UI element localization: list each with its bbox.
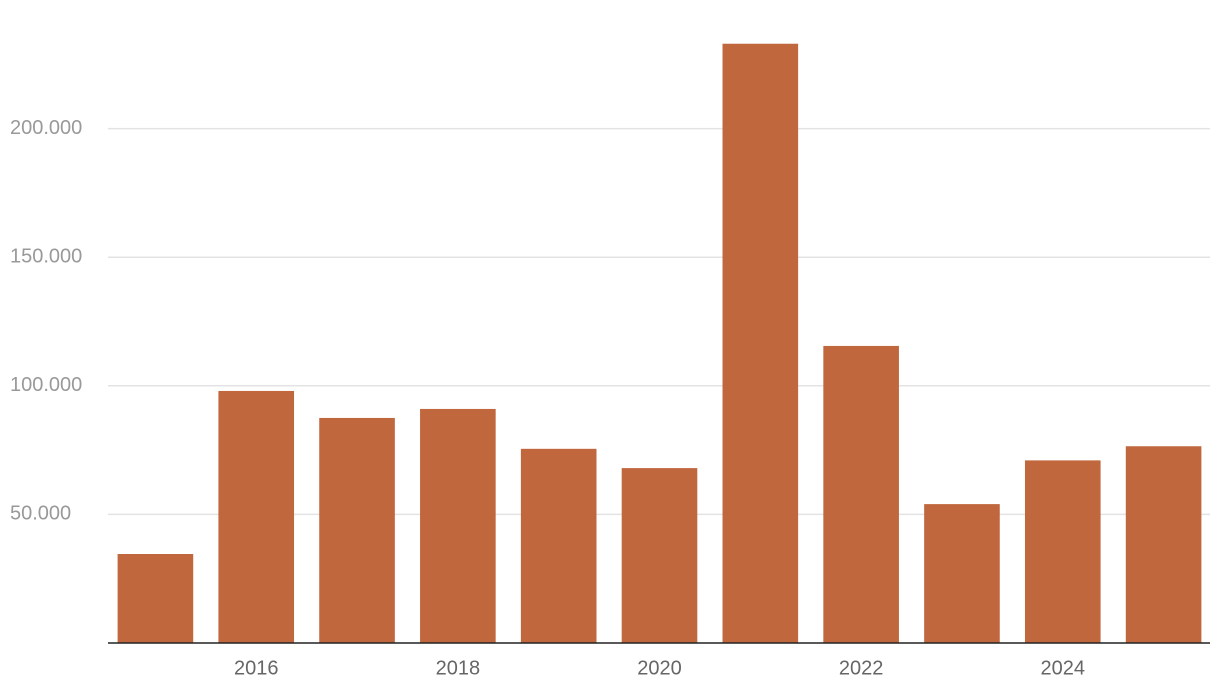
bar [621, 468, 698, 643]
bar [117, 554, 194, 643]
bar [520, 448, 597, 643]
bar [823, 345, 899, 643]
bar [319, 417, 395, 643]
x-tick-label: 2020 [637, 657, 682, 679]
x-tick-label: 2016 [234, 657, 279, 679]
x-tick-label: 2022 [839, 657, 884, 679]
bar [1024, 460, 1101, 643]
y-tick-label: 200.000 [10, 117, 82, 139]
y-tick-label: 100.000 [10, 374, 82, 396]
bar [722, 43, 799, 643]
y-tick-label: 50.000 [10, 503, 71, 525]
x-tick-label: 2018 [436, 657, 481, 679]
x-tick-label: 2024 [1041, 657, 1086, 679]
y-tick-label: 150.000 [10, 245, 82, 267]
bar [924, 504, 1000, 643]
bar [420, 408, 496, 643]
bar [1125, 446, 1202, 643]
bar [218, 390, 295, 643]
